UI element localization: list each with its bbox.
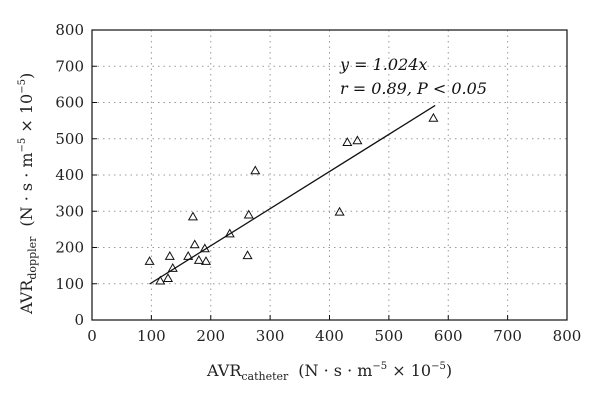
x-tick-label: 400 (315, 327, 344, 345)
data-point (250, 165, 261, 175)
y-axis-units-exp2: −5 (17, 79, 28, 94)
x-axis-label: AVRcatheter (N · s · m−5 × 10−5) (206, 361, 452, 383)
y-axis-label-sub: doppler (26, 236, 39, 280)
data-point (243, 209, 254, 219)
x-tick-label: 500 (375, 327, 404, 345)
regression-line (149, 104, 436, 285)
data-point (352, 135, 363, 145)
y-tick-label: 0 (74, 311, 84, 329)
data-point (342, 137, 353, 147)
data-point (199, 243, 210, 253)
data-point (155, 275, 166, 285)
y-tick-label: 700 (55, 57, 84, 75)
equation-annotation: y = 1.024x (339, 55, 427, 74)
data-point (334, 206, 345, 216)
y-tick-label: 300 (55, 202, 84, 220)
x-axis-units-suffix: ) (446, 361, 452, 380)
y-tick-label: 100 (55, 275, 84, 293)
grid-layer (92, 30, 567, 320)
plot-frame (91, 29, 568, 321)
y-tick-label: 400 (55, 166, 84, 184)
x-tick-label: 300 (256, 327, 285, 345)
y-axis-units-prefix: (N · s · m (17, 152, 36, 226)
x-tick-label: 800 (553, 327, 582, 345)
x-axis-units-exp1: −5 (372, 361, 387, 372)
y-tick-label: 600 (55, 94, 84, 112)
data-point (224, 228, 235, 238)
x-tick-labels: 0 100 200 300 400 500 600 700 800 (87, 327, 581, 345)
y-axis-label: AVRdoppler(N · s · m−5 × 10−5) (17, 73, 39, 315)
data-point (242, 250, 253, 260)
x-tick-label: 0 (87, 327, 97, 345)
y-axis-units-suffix: ) (17, 73, 36, 79)
stats-annotation: r = 0.89, P < 0.05 (340, 79, 487, 98)
y-tick-label: 500 (55, 130, 84, 148)
y-tick-labels: 0 100 200 300 400 500 600 700 800 (55, 21, 84, 329)
x-tick-label: 600 (434, 327, 463, 345)
data-point (187, 211, 198, 221)
y-axis-units-exp1: −5 (17, 138, 28, 153)
x-tick-label: 700 (493, 327, 522, 345)
y-tick-label: 200 (55, 239, 84, 257)
data-point (164, 250, 175, 260)
data-point (162, 273, 174, 282)
x-tick-label: 100 (137, 327, 166, 345)
x-tick-label: 200 (196, 327, 225, 345)
data-point (183, 250, 194, 260)
x-axis-units-prefix: (N · s · m (298, 361, 372, 380)
data-points (144, 112, 439, 285)
y-axis-label-main: AVR (17, 279, 36, 315)
y-tick-label: 800 (55, 21, 84, 39)
data-point (200, 256, 212, 265)
data-point (193, 254, 204, 264)
x-axis-label-main: AVR (206, 361, 242, 380)
x-axis-units-mid: × 10 (387, 361, 431, 380)
data-point (428, 112, 439, 122)
data-point (144, 256, 155, 265)
y-axis-units-mid: × 10 (17, 94, 36, 138)
x-axis-label-sub: catheter (241, 370, 289, 383)
x-axis-units-exp2: −5 (431, 361, 446, 372)
data-point (167, 262, 178, 272)
data-point (189, 239, 200, 249)
